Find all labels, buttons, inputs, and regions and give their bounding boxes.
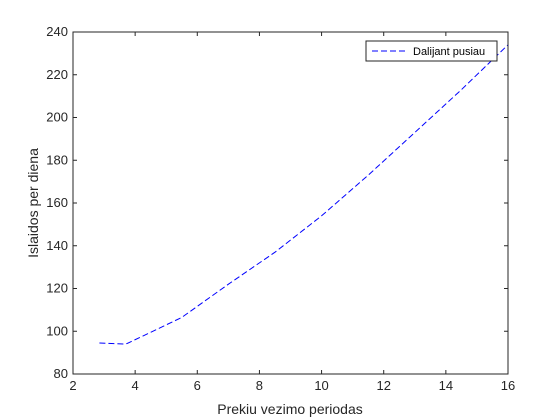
y-tick-label: 120 bbox=[46, 281, 68, 296]
y-axis: 80 100 120 140 160 180 200 220 240 bbox=[46, 24, 508, 381]
y-tick-label: 140 bbox=[46, 238, 68, 253]
x-tick-label: 16 bbox=[501, 378, 515, 393]
y-tick-label: 200 bbox=[46, 110, 68, 125]
y-tick-label: 240 bbox=[46, 24, 68, 39]
x-tick-label: 2 bbox=[69, 378, 76, 393]
x-axis-label: Prekiu vezimo periodas bbox=[217, 401, 363, 417]
x-tick-label: 14 bbox=[439, 378, 453, 393]
x-axis: 2 4 6 8 10 12 14 16 bbox=[69, 32, 515, 393]
y-tick-label: 220 bbox=[46, 67, 68, 82]
legend: Dalijant pusiau bbox=[365, 40, 498, 62]
plot-area bbox=[73, 32, 508, 374]
y-tick-label: 100 bbox=[46, 323, 68, 338]
y-axis-label: Islaidos per diena bbox=[25, 148, 41, 258]
y-tick-label: 180 bbox=[46, 152, 68, 167]
x-tick-label: 10 bbox=[314, 378, 328, 393]
x-tick-label: 4 bbox=[132, 378, 139, 393]
plot-frame bbox=[72, 31, 509, 375]
x-tick-label: 8 bbox=[256, 378, 263, 393]
series-line bbox=[99, 44, 509, 345]
y-tick-label: 160 bbox=[46, 195, 68, 210]
x-tick-label: 6 bbox=[194, 378, 201, 393]
x-tick-label: 12 bbox=[376, 378, 390, 393]
y-tick-label: 80 bbox=[54, 366, 68, 381]
series-layer bbox=[99, 44, 509, 345]
legend-box bbox=[365, 40, 498, 62]
legend-entry-label: Dalijant pusiau bbox=[413, 46, 485, 58]
